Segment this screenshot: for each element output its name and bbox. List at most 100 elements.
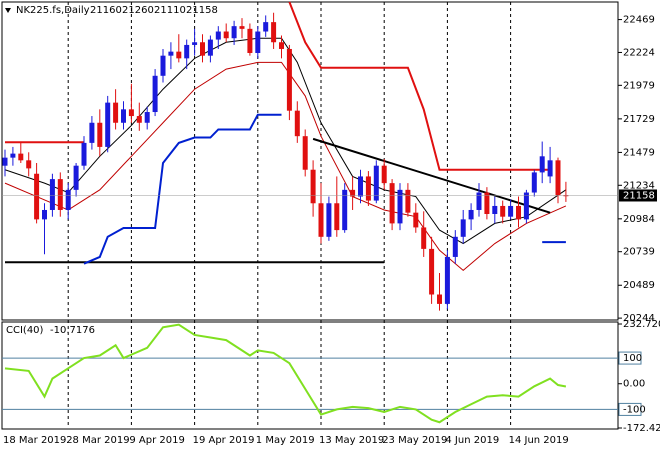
candle-body	[89, 122, 95, 143]
candle-body	[65, 189, 71, 210]
candle-body	[105, 102, 111, 147]
candle-body	[429, 248, 435, 295]
candle-body	[144, 112, 150, 123]
candle-body	[152, 75, 158, 113]
candle-body	[223, 31, 229, 39]
y-tick-label: 21729	[623, 114, 655, 125]
candle-body	[500, 205, 506, 217]
candle-body	[358, 176, 363, 197]
candle-body	[215, 31, 221, 40]
header-low: 21110	[154, 5, 186, 16]
header-open: 21160	[90, 5, 122, 16]
cci-tick-label: -100	[623, 404, 646, 415]
candle-body	[508, 205, 514, 217]
candle-body	[373, 165, 379, 201]
candle-body	[286, 48, 292, 111]
candle-body	[365, 176, 371, 201]
indicator-line	[4, 37, 567, 245]
candle-body	[334, 203, 340, 231]
x-tick-label: 13 May 2019	[319, 435, 384, 446]
candle-body	[2, 157, 8, 166]
y-tick-label: 20489	[623, 280, 655, 291]
candle-body	[381, 165, 387, 184]
candle-body	[492, 205, 498, 214]
indicator-line	[312, 137, 551, 214]
candle-body	[49, 179, 55, 210]
cci-panel	[1, 321, 619, 430]
y-tick-label: 20739	[623, 247, 655, 258]
candle-body	[516, 205, 521, 220]
last-price-box	[619, 189, 657, 202]
candle-body	[547, 160, 553, 177]
candle-body	[555, 160, 561, 196]
candle-body	[168, 51, 174, 56]
y-tick-label: 21234	[623, 180, 655, 191]
candle-body	[160, 55, 166, 76]
candle-body	[294, 110, 300, 137]
candle-body	[239, 26, 245, 29]
candle-body	[247, 28, 253, 53]
candle-body	[318, 203, 324, 237]
candle-body	[421, 227, 427, 249]
x-tick-label: 1 May 2019	[256, 435, 315, 446]
x-tick-label: 19 Apr 2019	[193, 435, 255, 446]
candle-body	[10, 153, 16, 158]
x-tick-label: 9 Apr 2019	[129, 435, 184, 446]
indicator-line	[4, 323, 567, 424]
candle-body	[113, 102, 119, 123]
candle-body	[231, 26, 237, 39]
candle-body	[539, 156, 545, 173]
x-tick-label: 28 Mar 2019	[66, 435, 129, 446]
candle-body	[121, 109, 126, 123]
header-high: 21260	[122, 5, 154, 16]
candle-body	[405, 189, 411, 213]
candle-body	[350, 189, 356, 197]
x-tick-label: 18 Mar 2019	[3, 435, 66, 446]
candle-body	[42, 209, 47, 220]
candle-body	[271, 22, 277, 43]
indicator-line	[83, 113, 282, 265]
candle-body	[176, 51, 182, 59]
y-tick-label: 22469	[623, 15, 655, 26]
cci-value: -10.7176	[50, 325, 95, 336]
cci-level-box	[618, 402, 642, 416]
candle-body	[184, 44, 190, 59]
y-tick-label: 21479	[623, 147, 655, 158]
main-panel	[1, 1, 619, 321]
x-tick-label: 4 Jun 2019	[445, 435, 499, 446]
chart-title: NK225.fs,Daily	[16, 5, 90, 16]
y-tick-label: 21979	[623, 80, 655, 91]
cci-tick-label: -172.429	[623, 423, 660, 434]
candle-body	[389, 183, 395, 224]
candle-body	[397, 189, 403, 224]
candle-body	[18, 153, 24, 161]
candle-body	[97, 122, 103, 147]
candle-body	[413, 212, 419, 228]
x-tick-label: 23 May 2019	[382, 435, 447, 446]
header-close: 21158	[186, 5, 218, 16]
y-tick-label: 20244	[623, 313, 655, 324]
cci-tick-label: 100	[623, 353, 642, 364]
cci-tick-label: 0.00	[623, 379, 645, 390]
candle-body	[263, 22, 269, 32]
candle-body	[26, 160, 32, 169]
candle-body	[73, 165, 79, 190]
candle-body	[255, 31, 261, 53]
candle-body	[476, 192, 482, 210]
indicator-line	[288, 1, 551, 171]
indicator-line	[4, 61, 567, 272]
candle-body	[81, 142, 87, 166]
candle-body	[452, 236, 458, 257]
candle-body	[207, 39, 213, 56]
candle-body	[460, 219, 466, 237]
candle-body	[34, 173, 40, 220]
x-tick-label: 14 Jun 2019	[509, 435, 569, 446]
candle-body	[444, 256, 450, 304]
candle-body	[57, 179, 63, 210]
y-tick-label: 20984	[623, 214, 655, 225]
candle-body	[326, 203, 332, 237]
last-price-label: 21158	[623, 190, 655, 201]
candle-body	[437, 294, 442, 304]
header-arrow	[5, 8, 11, 13]
